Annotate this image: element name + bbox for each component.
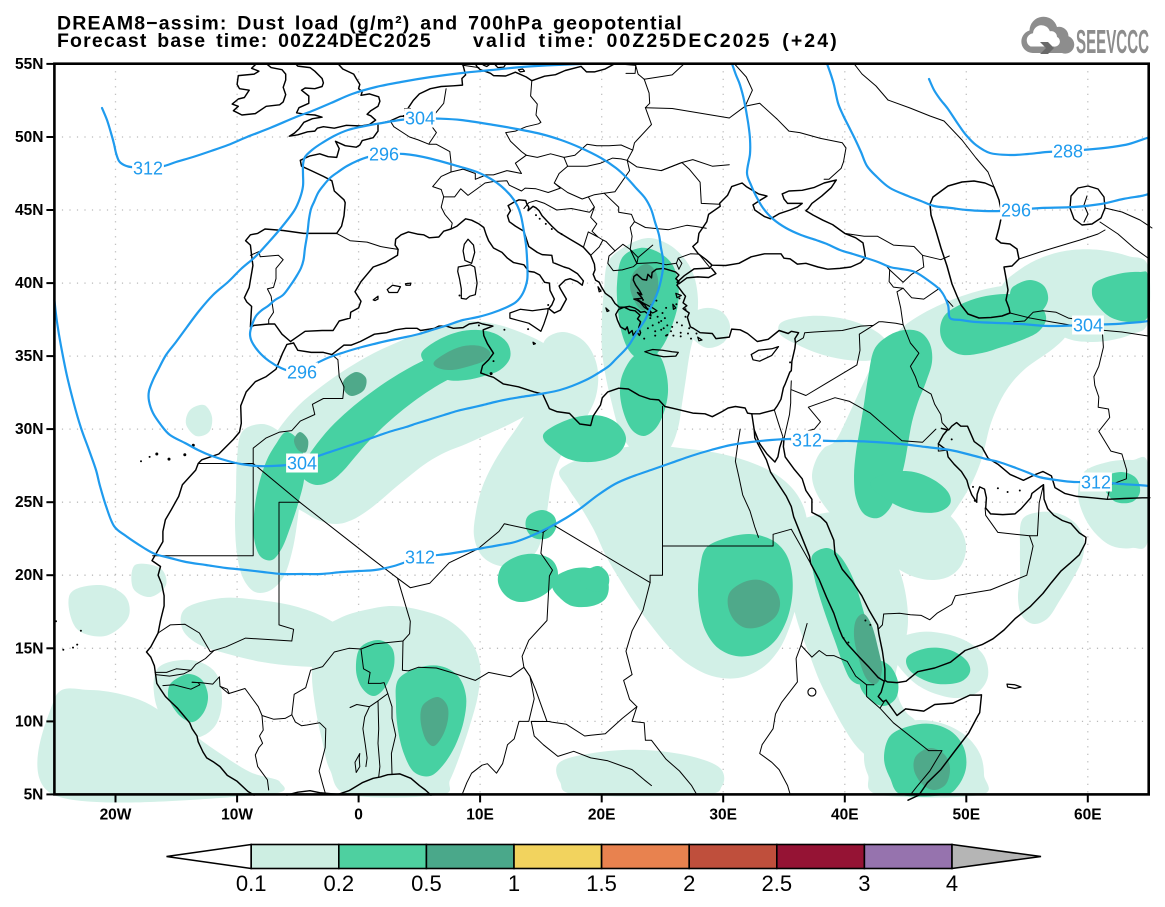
svg-text:1: 1 <box>508 871 520 896</box>
svg-text:SEEVCCC: SEEVCCC <box>1076 23 1149 60</box>
svg-text:55N: 55N <box>15 56 43 73</box>
svg-text:0.2: 0.2 <box>324 871 355 896</box>
svg-text:valid time: 00Z25DEC2025 (+24): valid time: 00Z25DEC2025 (+24) <box>473 30 839 52</box>
svg-text:30E: 30E <box>709 806 737 823</box>
svg-text:45N: 45N <box>15 202 43 219</box>
svg-text:296: 296 <box>369 145 399 165</box>
svg-text:304: 304 <box>1073 316 1103 336</box>
svg-text:20E: 20E <box>588 806 616 823</box>
svg-text:10W: 10W <box>221 806 253 823</box>
svg-text:1.5: 1.5 <box>586 871 617 896</box>
svg-text:288: 288 <box>1053 142 1083 162</box>
svg-text:2.5: 2.5 <box>762 871 793 896</box>
svg-text:20N: 20N <box>15 567 43 584</box>
svg-text:0.1: 0.1 <box>236 871 267 896</box>
svg-text:296: 296 <box>1001 201 1031 221</box>
svg-text:15N: 15N <box>15 640 43 657</box>
svg-text:296: 296 <box>287 363 317 383</box>
svg-text:304: 304 <box>287 454 317 474</box>
svg-text:0: 0 <box>354 806 363 823</box>
svg-text:312: 312 <box>1081 473 1111 493</box>
svg-text:60E: 60E <box>1074 806 1102 823</box>
svg-text:50N: 50N <box>15 129 43 146</box>
svg-text:Forecast base time: 00Z24DEC20: Forecast base time: 00Z24DEC2025 <box>57 30 432 52</box>
svg-text:3: 3 <box>858 871 870 896</box>
svg-text:25N: 25N <box>15 494 43 511</box>
svg-text:35N: 35N <box>15 348 43 365</box>
svg-text:50E: 50E <box>953 806 981 823</box>
svg-text:30N: 30N <box>15 421 43 438</box>
svg-text:304: 304 <box>405 109 435 129</box>
svg-text:40N: 40N <box>15 275 43 292</box>
svg-text:312: 312 <box>133 159 163 179</box>
svg-text:40E: 40E <box>831 806 859 823</box>
svg-text:312: 312 <box>405 548 435 568</box>
svg-text:10E: 10E <box>466 806 494 823</box>
svg-text:4: 4 <box>946 871 958 896</box>
svg-text:DREAM8−assim: Dust load (g/m²): DREAM8−assim: Dust load (g/m²) and 700hP… <box>57 13 683 35</box>
svg-text:10N: 10N <box>15 713 43 730</box>
svg-text:2: 2 <box>683 871 695 896</box>
svg-text:312: 312 <box>792 431 822 451</box>
svg-text:0.5: 0.5 <box>411 871 442 896</box>
svg-text:5N: 5N <box>24 786 44 803</box>
svg-text:20W: 20W <box>100 806 132 823</box>
